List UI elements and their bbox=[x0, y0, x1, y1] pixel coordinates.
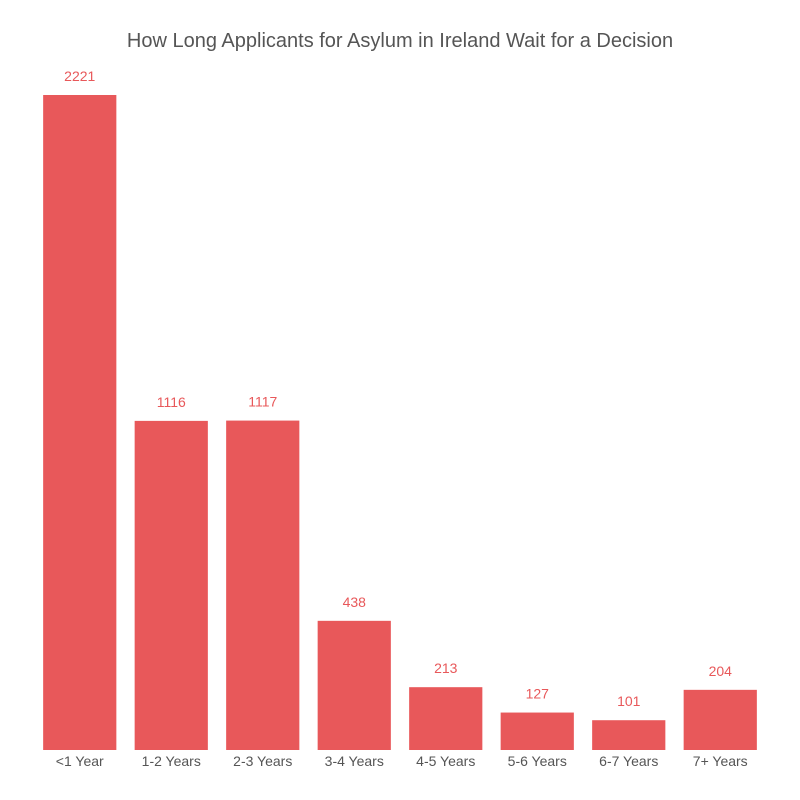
data-label-4: 213 bbox=[434, 660, 458, 676]
data-labels-group: 2221 1116 1117 438 213 127 101 204 bbox=[64, 68, 732, 709]
data-label-2: 1117 bbox=[248, 394, 277, 410]
bar-0[interactable] bbox=[43, 95, 117, 750]
data-label-1: 1116 bbox=[157, 394, 186, 410]
x-tick-label-2: 2-3 Years bbox=[233, 753, 292, 769]
x-tick-label-3: 3-4 Years bbox=[325, 753, 384, 769]
data-label-7: 204 bbox=[709, 663, 733, 679]
x-axis-tick-labels: <1 Year 1-2 Years 2-3 Years 3-4 Years 4-5 Ye… bbox=[56, 753, 748, 769]
bar-6[interactable] bbox=[592, 720, 666, 750]
data-label-6: 101 bbox=[617, 693, 641, 709]
bar-3[interactable] bbox=[317, 620, 391, 750]
bars-group bbox=[43, 95, 757, 750]
bar-4[interactable] bbox=[409, 687, 483, 750]
data-label-0: 2221 bbox=[64, 68, 95, 84]
x-tick-label-4: 4-5 Years bbox=[416, 753, 475, 769]
data-label-5: 127 bbox=[526, 686, 550, 702]
bar-2[interactable] bbox=[226, 420, 300, 750]
x-tick-label-6: 6-7 Years bbox=[599, 753, 658, 769]
x-tick-label-1: 1-2 Years bbox=[142, 753, 201, 769]
chart-title: How Long Applicants for Asylum in Irelan… bbox=[127, 30, 673, 52]
bar-7[interactable] bbox=[683, 689, 757, 750]
x-tick-label-5: 5-6 Years bbox=[508, 753, 567, 769]
bar-1[interactable] bbox=[134, 420, 208, 750]
data-label-3: 438 bbox=[343, 594, 367, 610]
x-tick-label-7: 7+ Years bbox=[693, 753, 748, 769]
bar-5[interactable] bbox=[500, 712, 574, 750]
x-tick-label-0: <1 Year bbox=[56, 753, 104, 769]
